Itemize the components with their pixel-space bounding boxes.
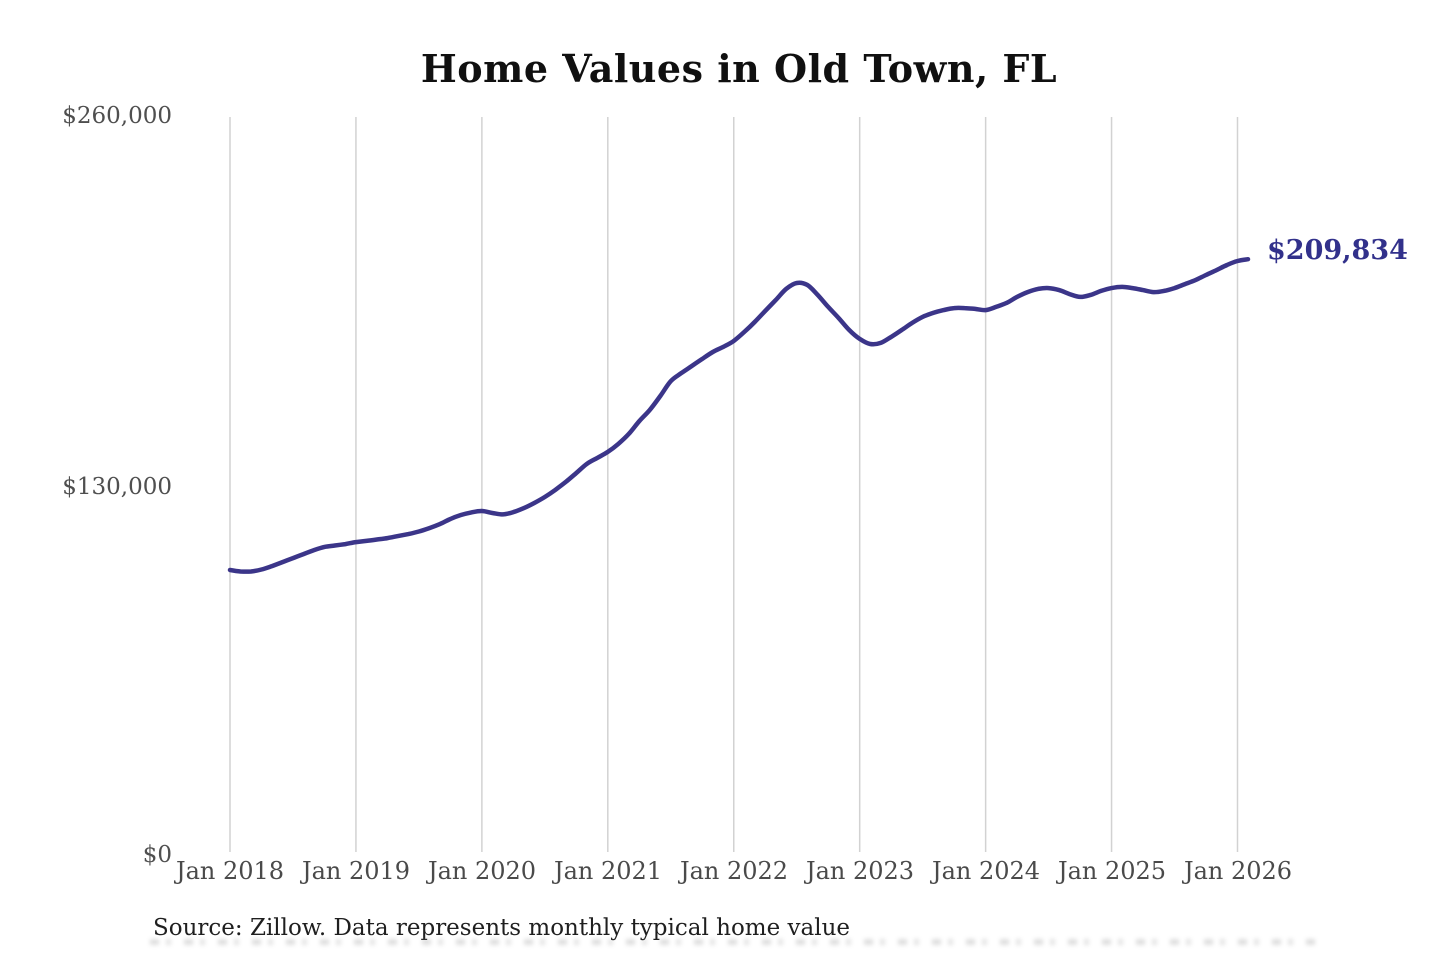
current-value-label: $209,834 xyxy=(1267,235,1408,266)
x-axis-tick-label: Jan 2018 xyxy=(175,857,285,885)
x-axis-tick-label: Jan 2021 xyxy=(553,857,663,885)
x-axis-tick-label: Jan 2022 xyxy=(679,857,789,885)
x-axis-tick-label: Jan 2025 xyxy=(1057,857,1167,885)
gridlines xyxy=(229,117,1239,852)
x-axis-tick-label: Jan 2019 xyxy=(301,857,411,885)
cropped-text-artifact xyxy=(150,939,1315,945)
y-axis-tick-label: $260,000 xyxy=(62,103,172,129)
chart-title: Home Values in Old Town, FL xyxy=(420,46,1058,91)
y-axis-tick-label: $130,000 xyxy=(62,474,172,500)
x-axis-tick-label: Jan 2026 xyxy=(1183,857,1293,885)
x-axis-tick-label: Jan 2023 xyxy=(805,857,915,885)
y-axis-tick-label: $0 xyxy=(142,842,172,868)
x-axis-tick-label: Jan 2020 xyxy=(427,857,537,885)
x-axis-tick-label: Jan 2024 xyxy=(931,857,1041,885)
source-note: Source: Zillow. Data represents monthly … xyxy=(153,915,851,941)
home-value-line xyxy=(227,256,1251,574)
